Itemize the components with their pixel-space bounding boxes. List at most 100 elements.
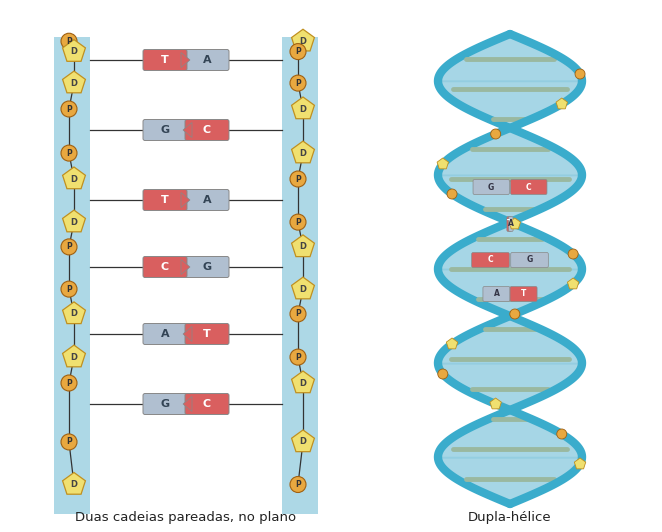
Text: P: P — [66, 378, 72, 387]
Text: P: P — [295, 174, 301, 184]
Text: T: T — [506, 220, 512, 229]
Circle shape — [61, 434, 77, 450]
Text: D: D — [70, 174, 77, 184]
Text: P: P — [66, 148, 72, 157]
Text: A: A — [203, 195, 211, 205]
Text: P: P — [295, 218, 301, 227]
FancyBboxPatch shape — [143, 394, 187, 414]
FancyBboxPatch shape — [143, 323, 187, 345]
Text: P: P — [66, 37, 72, 46]
Text: D: D — [299, 243, 307, 252]
Text: A: A — [161, 329, 169, 339]
FancyBboxPatch shape — [510, 253, 548, 268]
Text: D: D — [70, 310, 77, 318]
Text: D: D — [299, 437, 307, 446]
Text: P: P — [66, 437, 72, 446]
Text: G: G — [526, 255, 533, 264]
Polygon shape — [181, 260, 190, 275]
Text: D: D — [70, 353, 77, 362]
Polygon shape — [181, 193, 190, 207]
Text: A: A — [493, 289, 499, 298]
Circle shape — [575, 69, 585, 79]
Circle shape — [61, 33, 77, 49]
FancyBboxPatch shape — [483, 287, 510, 302]
Circle shape — [290, 75, 306, 91]
Polygon shape — [183, 396, 192, 411]
Circle shape — [61, 101, 77, 117]
Circle shape — [290, 349, 306, 365]
Text: G: G — [160, 399, 169, 409]
Text: C: C — [526, 182, 532, 192]
Bar — [282, 37, 318, 514]
Text: C: C — [203, 125, 211, 135]
Text: P: P — [66, 285, 72, 294]
Text: C: C — [488, 255, 493, 264]
Circle shape — [557, 429, 567, 439]
Text: D: D — [299, 148, 307, 157]
FancyBboxPatch shape — [185, 120, 229, 140]
FancyBboxPatch shape — [143, 189, 187, 211]
Text: P: P — [66, 243, 72, 252]
FancyBboxPatch shape — [507, 217, 512, 231]
Circle shape — [491, 129, 500, 139]
FancyBboxPatch shape — [143, 120, 187, 140]
Text: D: D — [70, 47, 77, 56]
Polygon shape — [181, 53, 190, 68]
Text: G: G — [488, 182, 495, 192]
Text: P: P — [295, 79, 301, 88]
Circle shape — [290, 214, 306, 230]
Text: Dupla-hélice: Dupla-hélice — [468, 511, 552, 524]
FancyBboxPatch shape — [472, 253, 509, 268]
Text: P: P — [295, 353, 301, 362]
Polygon shape — [63, 71, 85, 93]
Polygon shape — [575, 458, 586, 469]
Circle shape — [438, 369, 448, 379]
FancyBboxPatch shape — [143, 49, 187, 71]
FancyBboxPatch shape — [508, 217, 513, 231]
Polygon shape — [509, 218, 520, 229]
Text: D: D — [299, 37, 307, 46]
Polygon shape — [291, 29, 314, 51]
Text: P: P — [295, 480, 301, 489]
FancyBboxPatch shape — [143, 256, 187, 278]
Polygon shape — [63, 302, 85, 323]
Circle shape — [510, 309, 520, 319]
Circle shape — [290, 171, 306, 187]
Text: D: D — [70, 480, 77, 489]
Text: G: G — [160, 125, 169, 135]
Text: C: C — [161, 262, 169, 272]
Text: T: T — [161, 55, 169, 65]
Polygon shape — [437, 158, 449, 169]
Polygon shape — [556, 98, 567, 109]
Circle shape — [61, 239, 77, 255]
Polygon shape — [291, 371, 314, 393]
Text: G: G — [203, 262, 212, 272]
Circle shape — [568, 249, 578, 259]
Polygon shape — [291, 430, 314, 452]
Circle shape — [290, 477, 306, 493]
Polygon shape — [63, 39, 85, 61]
Polygon shape — [63, 167, 85, 189]
FancyBboxPatch shape — [185, 256, 229, 278]
FancyBboxPatch shape — [473, 179, 509, 195]
Circle shape — [290, 306, 306, 322]
FancyBboxPatch shape — [510, 287, 537, 302]
Text: P: P — [66, 104, 72, 113]
Polygon shape — [63, 472, 85, 494]
Polygon shape — [183, 327, 192, 342]
Text: D: D — [299, 104, 307, 113]
Circle shape — [61, 375, 77, 391]
Text: A: A — [203, 55, 211, 65]
Text: D: D — [299, 285, 307, 294]
Text: T: T — [203, 329, 211, 339]
FancyBboxPatch shape — [510, 179, 547, 195]
Polygon shape — [291, 97, 314, 119]
FancyBboxPatch shape — [185, 189, 229, 211]
Bar — [54, 37, 90, 514]
Text: Duas cadeias pareadas, no plano: Duas cadeias pareadas, no plano — [75, 511, 297, 524]
Polygon shape — [291, 235, 314, 256]
FancyBboxPatch shape — [185, 323, 229, 345]
FancyBboxPatch shape — [185, 49, 229, 71]
Polygon shape — [490, 398, 501, 409]
Polygon shape — [183, 122, 192, 137]
